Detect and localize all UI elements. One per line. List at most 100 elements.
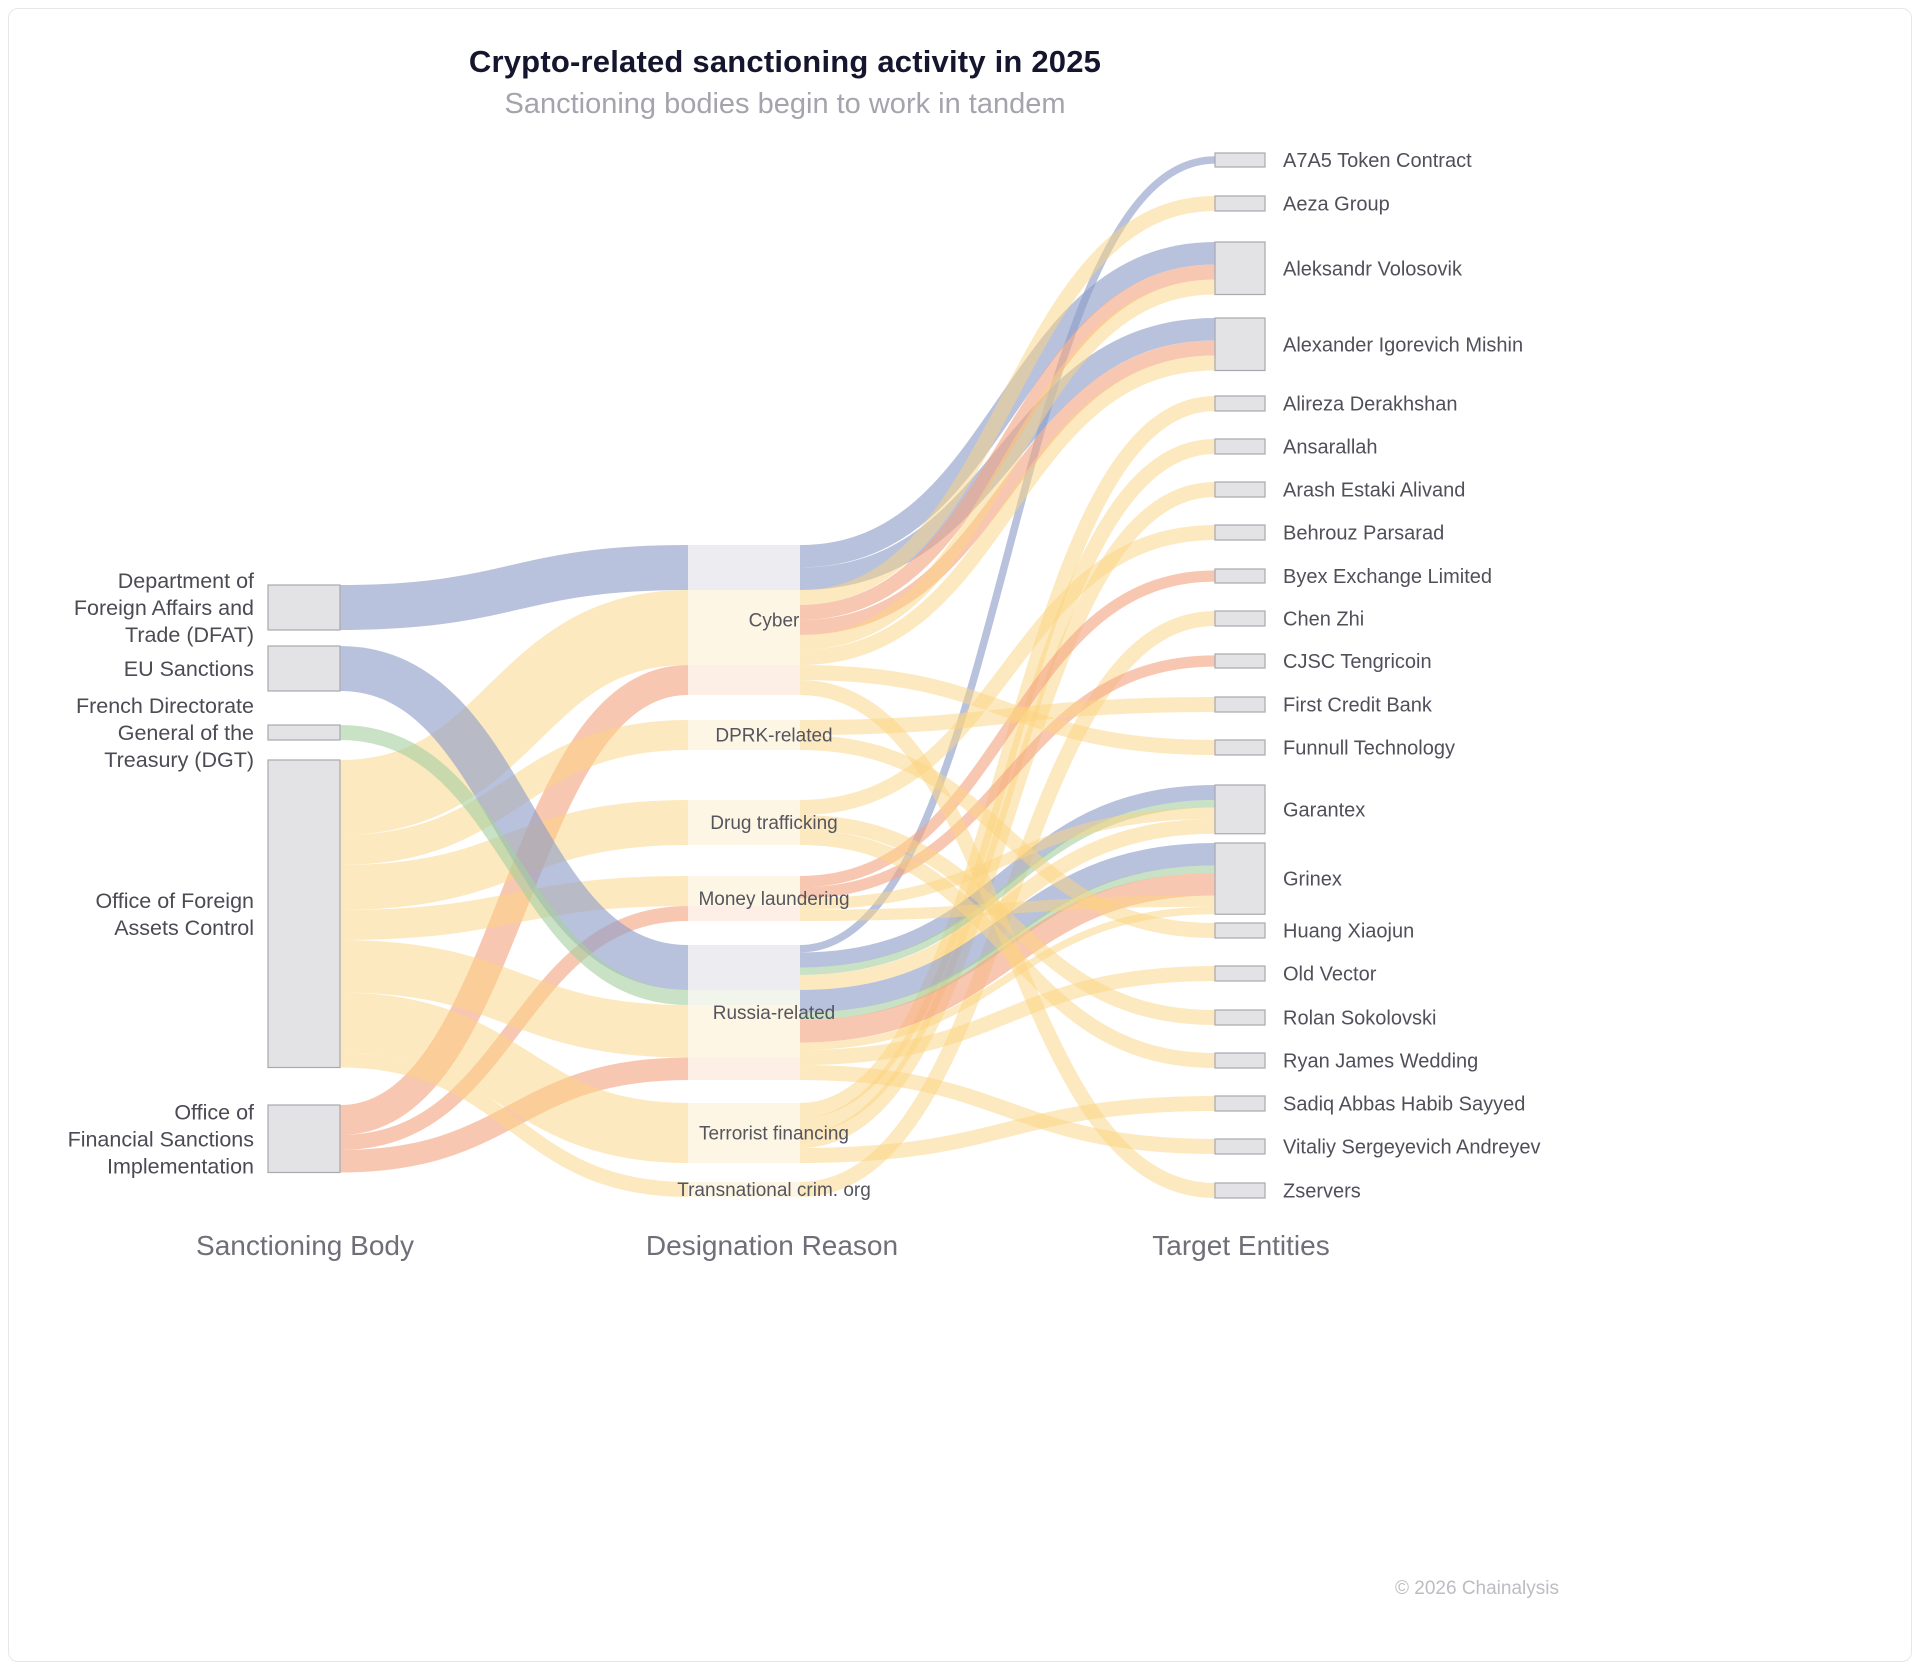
node-oldvector (1214, 965, 1266, 982)
node-tint (688, 906, 800, 921)
flow-cyber-mishin (799, 355, 1216, 665)
label-aeza: Aeza Group (1283, 194, 1390, 216)
flow-ofac-cyber (338, 590, 690, 835)
label-cyber: Cyber (749, 611, 800, 632)
node-wedding (1214, 1052, 1266, 1069)
node-tint (688, 990, 800, 1005)
flow-laundering-tengricoin (799, 655, 1216, 899)
node-alivand (1214, 481, 1266, 498)
flow-ofsi-russia (339, 1057, 689, 1173)
node-russia (688, 945, 800, 1080)
flow-drug-parsarad (799, 525, 1216, 815)
chart-subtitle: Sanctioning bodies begin to work in tand… (504, 88, 1066, 120)
node-volosovik (1214, 241, 1266, 296)
label-andreyev: Vitaliy Sergeyevich Andreyev (1283, 1137, 1541, 1159)
label-dgt: French Directorate General of the Treasury… (76, 694, 254, 772)
label-drug: Drug trafficking (710, 813, 837, 834)
label-wedding: Ryan James Wedding (1283, 1051, 1478, 1073)
flow-russia-andreyev (799, 1065, 1216, 1154)
column-label-designation-reason: Designation Reason (645, 1230, 899, 1261)
flow-cyber-funnull (799, 665, 1216, 755)
flow-russia-oldvector (799, 966, 1216, 1065)
label-mishin: Alexander Igorevich Mishin (1283, 334, 1523, 356)
label-byex: Byex Exchange Limited (1283, 566, 1492, 588)
label-oldvector: Old Vector (1283, 964, 1377, 986)
node-a7a5 (1214, 152, 1266, 168)
flow-laundering-grinex (799, 895, 1216, 921)
label-derakhshan: Alireza Derakhshan (1283, 394, 1458, 416)
chart-title: Crypto-related sanctioning activity in 2… (468, 44, 1102, 79)
flow-ofac-transnational (339, 1052, 689, 1197)
label-eu: EU Sanctions (124, 657, 254, 681)
node-funnull (1214, 739, 1266, 756)
label-a7a5: A7A5 Token Contract (1283, 150, 1472, 172)
node-dgt (267, 724, 341, 741)
node-cyber (688, 545, 800, 695)
node-tint (688, 665, 800, 695)
label-ansarallah: Ansarallah (1283, 437, 1378, 459)
column-label-target-entities: Target Entities (1152, 1230, 1330, 1261)
label-dfat: Department of Foreign Affairs and Trade (D… (74, 569, 254, 647)
label-grinex: Grinex (1283, 869, 1342, 891)
label-funnull: Funnull Technology (1283, 738, 1455, 760)
flow-terror-ansarallah (799, 439, 1216, 1133)
label-huang: Huang Xiaojun (1283, 921, 1414, 943)
node-chenzhi (1214, 610, 1266, 627)
label-chenzhi: Chen Zhi (1283, 609, 1364, 631)
sankey-links (338, 156, 1216, 1198)
node-aeza (1214, 195, 1266, 212)
node-derakhshan (1214, 395, 1266, 412)
node-tengricoin (1214, 653, 1266, 669)
node-zservers (1214, 1182, 1266, 1199)
flow-ofac-laundering (339, 876, 689, 940)
label-sokolovski: Rolan Sokolovski (1283, 1008, 1436, 1030)
node-laundering (688, 876, 800, 921)
flow-terror-alivand (799, 482, 1216, 1148)
flow-cyber-volosovik (799, 279, 1216, 650)
node-garantex (1214, 784, 1266, 835)
flow-terror-derakhshan (799, 396, 1216, 1118)
flow-russia-garantex (799, 785, 1216, 968)
node-tint (688, 545, 800, 590)
label-dprk: DPRK-related (715, 726, 832, 747)
node-tint (688, 876, 800, 906)
node-tint (688, 800, 800, 845)
flow-cyber-volosovik (799, 264, 1216, 620)
flow-dgt-russia (339, 725, 689, 1005)
label-fcb: First Credit Bank (1283, 695, 1433, 717)
node-tint (688, 1182, 800, 1197)
copyright: © 2026 Chainalysis (1395, 1578, 1559, 1599)
flow-ofac-terror (339, 992, 689, 1163)
label-tengricoin: CJSC Tengricoin (1283, 651, 1432, 673)
flow-laundering-garantex (799, 807, 1216, 910)
node-sayyed (1214, 1095, 1266, 1112)
flow-eu-russia (338, 646, 690, 990)
label-transnational: Transnational crim. org (677, 1180, 871, 1201)
label-garantex: Garantex (1283, 799, 1365, 821)
node-tint (688, 945, 800, 990)
node-grinex (1214, 842, 1266, 915)
flow-cyber-zservers (799, 680, 1216, 1198)
node-parsarad (1214, 524, 1266, 541)
flow-dprk-huang (799, 735, 1216, 938)
flow-cyber-mishin (799, 340, 1216, 635)
flow-terror-sayyed (799, 1096, 1216, 1163)
node-tint (688, 1005, 800, 1058)
node-transnational (688, 1182, 800, 1197)
label-zservers: Zservers (1283, 1181, 1361, 1203)
flow-ofac-russia (339, 940, 689, 1058)
node-ofsi (267, 1104, 341, 1174)
label-terror: Terrorist financing (699, 1124, 849, 1145)
node-tint (688, 1103, 800, 1163)
node-andreyev (1214, 1138, 1266, 1155)
node-drug (688, 800, 800, 845)
node-terror (688, 1103, 800, 1163)
node-sokolovski (1214, 1009, 1266, 1026)
label-sayyed: Sadiq Abbas Habib Sayyed (1283, 1094, 1525, 1116)
label-ofsi: Office of Financial Sanctions Implementati… (68, 1100, 254, 1178)
node-dfat (267, 584, 341, 631)
node-huang (1214, 922, 1266, 939)
node-ansarallah (1214, 438, 1266, 455)
node-ofac (267, 759, 341, 1069)
